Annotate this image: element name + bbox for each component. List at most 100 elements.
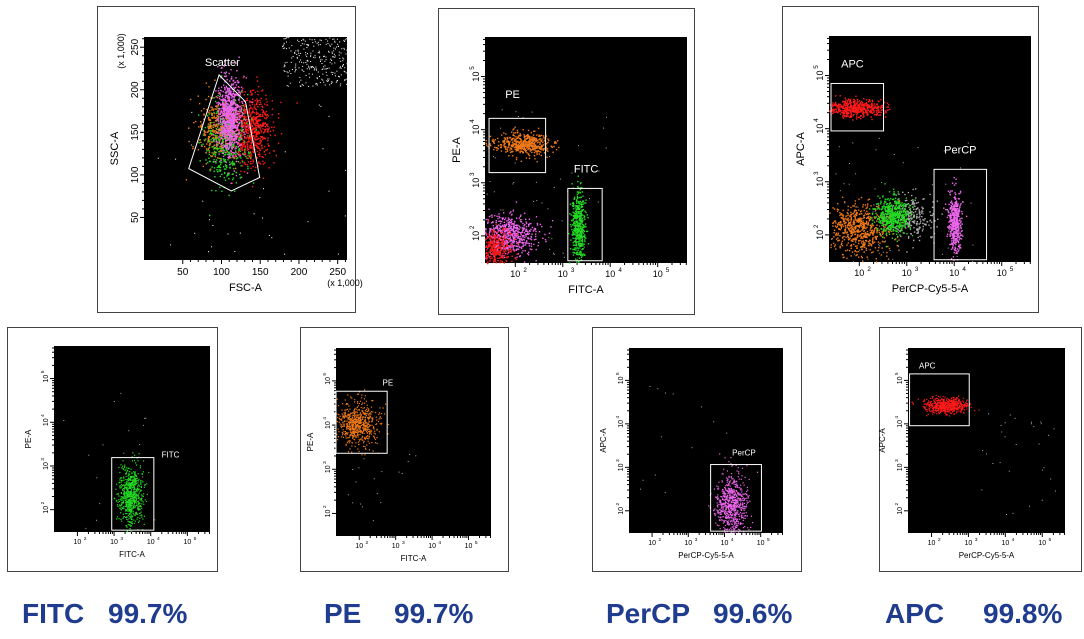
green-event xyxy=(217,107,219,110)
magenta-event xyxy=(229,90,231,92)
apc-event xyxy=(498,257,501,259)
apc-event xyxy=(494,257,496,259)
red-event xyxy=(241,144,244,146)
fitc-event xyxy=(578,257,581,259)
x-tick-exponent: 3 xyxy=(915,266,919,273)
orange-event xyxy=(212,146,214,148)
red-event xyxy=(263,122,265,125)
green-event xyxy=(235,150,237,152)
debris-point xyxy=(330,71,332,73)
magenta-event xyxy=(234,103,236,105)
magenta-event xyxy=(243,131,245,134)
orange-event xyxy=(200,141,202,143)
debris-point xyxy=(329,37,331,39)
percp-event xyxy=(515,201,518,203)
fitc-event xyxy=(575,247,577,249)
percp-event xyxy=(511,228,513,230)
fitc-event xyxy=(581,241,584,243)
red-event xyxy=(255,131,258,134)
magenta-event xyxy=(227,91,229,93)
pe-event xyxy=(521,150,523,153)
debris-point xyxy=(326,80,328,82)
green-event xyxy=(242,105,244,107)
magenta-event xyxy=(240,121,243,123)
green-event xyxy=(218,166,220,168)
magenta-event xyxy=(221,127,224,129)
magenta-event xyxy=(232,84,234,86)
fitc-event xyxy=(576,224,579,226)
debris-point xyxy=(339,76,340,78)
apc-event xyxy=(499,252,502,254)
debris-point xyxy=(312,42,314,44)
pe-event xyxy=(524,149,527,151)
percp-event xyxy=(509,239,512,241)
red-event xyxy=(235,117,237,120)
green-event xyxy=(211,166,213,168)
red-event xyxy=(254,112,256,114)
orange-event xyxy=(214,137,217,139)
magenta-event xyxy=(225,85,228,88)
green-event xyxy=(219,170,221,172)
green-event xyxy=(220,75,223,77)
apc-event xyxy=(508,249,510,251)
magenta-event xyxy=(228,109,230,111)
percp-event xyxy=(533,229,535,231)
green-event xyxy=(211,121,213,124)
debris-point xyxy=(327,42,329,44)
red-event xyxy=(250,154,253,156)
magenta-event xyxy=(221,142,223,144)
fitc-event xyxy=(580,213,583,215)
fitc-event xyxy=(580,215,582,217)
magenta-event xyxy=(235,160,238,163)
orange-event xyxy=(211,106,213,109)
orange-event xyxy=(200,121,202,123)
percp-event xyxy=(528,223,530,226)
pe-event xyxy=(509,149,511,151)
percp-event xyxy=(505,224,508,226)
magenta-event xyxy=(222,94,224,96)
apc-event xyxy=(492,250,494,252)
y-tick-exponent: 4 xyxy=(469,119,476,123)
green-event xyxy=(230,131,232,134)
percp-event xyxy=(524,223,526,226)
y-tick-exponent: 2 xyxy=(813,224,820,228)
orange-event xyxy=(205,98,207,101)
orange-event xyxy=(198,102,201,105)
orange-event xyxy=(203,139,206,141)
magenta-event xyxy=(235,124,237,126)
debris-point xyxy=(344,67,346,69)
percp-event xyxy=(525,240,528,242)
apc-event xyxy=(499,256,502,258)
magenta-event xyxy=(220,67,223,69)
pe-event xyxy=(495,147,497,149)
background-event xyxy=(972,261,974,263)
magenta-event xyxy=(228,132,230,134)
green-event xyxy=(239,121,241,124)
magenta-event xyxy=(251,101,253,103)
red-event xyxy=(254,144,256,147)
orange-event xyxy=(204,134,206,137)
debris-point xyxy=(298,55,300,57)
magenta-event xyxy=(229,126,232,128)
pe-event xyxy=(523,144,525,146)
orange-event xyxy=(208,151,211,153)
debris-point xyxy=(209,219,210,221)
red-event xyxy=(231,128,233,131)
percp-event xyxy=(504,248,507,250)
apc-event xyxy=(502,234,505,236)
debris-point xyxy=(331,59,332,61)
percp-event xyxy=(527,254,530,256)
orange-event xyxy=(209,123,212,125)
fitc-event xyxy=(583,239,586,241)
apc-event xyxy=(505,259,507,262)
pe-event xyxy=(547,150,549,152)
magenta-event xyxy=(225,124,227,126)
apc-event xyxy=(495,254,497,256)
red-event xyxy=(257,137,259,140)
fitc-event xyxy=(575,209,577,211)
red-event xyxy=(231,157,233,159)
red-event xyxy=(252,101,254,103)
green-event xyxy=(228,178,230,180)
red-event xyxy=(269,130,272,133)
orange-event xyxy=(215,147,217,150)
